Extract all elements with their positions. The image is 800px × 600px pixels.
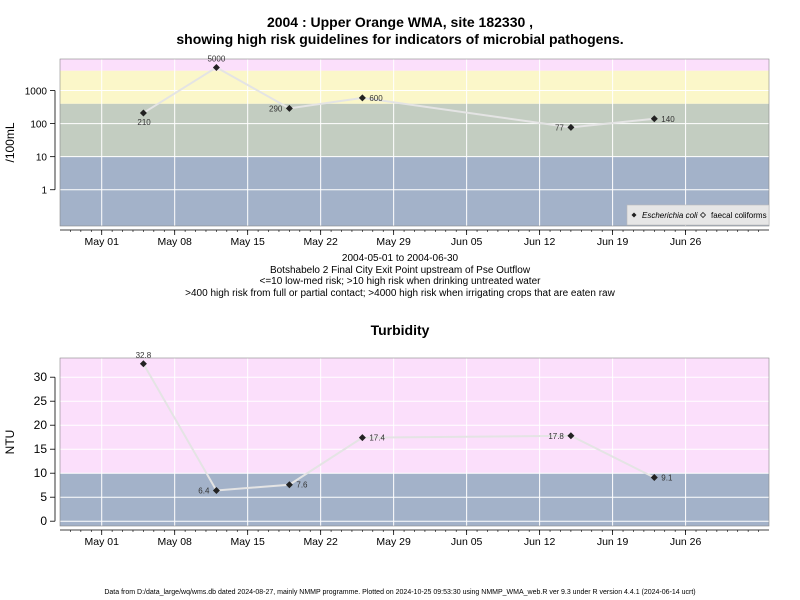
- y-axis-label: NTU: [3, 430, 17, 455]
- y-tick-label: 1000: [25, 87, 48, 98]
- x-tick-label: Jun 05: [451, 536, 483, 548]
- y-tick-label: 20: [34, 418, 48, 432]
- legend-ecoli-marker: [631, 212, 637, 218]
- data-label: 6.4: [198, 486, 210, 495]
- y-tick-label: 5: [40, 490, 47, 504]
- chart-title-line-1: 2004 : Upper Orange WMA, site 182330 ,: [266, 14, 534, 30]
- x-tick-label: May 15: [230, 236, 265, 248]
- y-tick-label: 10: [34, 466, 48, 480]
- data-point: [212, 63, 220, 71]
- plot-frame: [59, 58, 770, 227]
- y-tick-label: 25: [34, 394, 48, 408]
- data-label: 9.1: [661, 474, 673, 483]
- y-tick-label: 15: [34, 442, 48, 456]
- x-tick-label: May 29: [376, 536, 411, 548]
- x-tick-label: May 15: [230, 536, 265, 548]
- microbial-chart: May 01 May 08 May 15 May 22 May 29 Jun 05 Jun …: [3, 54, 770, 248]
- data-label: 210: [137, 118, 151, 127]
- y-tick-label: 30: [34, 370, 48, 384]
- x-tick-label: Jun 12: [524, 536, 556, 548]
- data-point: [650, 474, 658, 482]
- data-point: [358, 434, 366, 442]
- data-point: [567, 432, 575, 440]
- data-label: 5000: [207, 54, 225, 63]
- data-point: [650, 115, 658, 123]
- y-tick-label: 10: [36, 153, 48, 164]
- footer-note: Data from D:/data_large/wq/wms.db dated …: [104, 589, 696, 596]
- data-label: 77: [555, 123, 564, 132]
- data-point: [358, 94, 366, 102]
- data-label: 7.6: [296, 481, 308, 490]
- y-tick-label: 0: [40, 514, 47, 528]
- x-tick-label: Jun 26: [670, 536, 702, 548]
- caption: 2004-05-01 to 2004-06-30 Botshabelo 2 Fi…: [0, 253, 800, 299]
- risk-band-1: [60, 103, 769, 157]
- series-line: [142, 66, 655, 129]
- caption-guideline-contact: >400 high risk from full or partial cont…: [185, 287, 615, 299]
- data-point: [139, 109, 147, 117]
- risk-band-3: [60, 59, 769, 71]
- x-tick-label: May 01: [84, 236, 119, 248]
- legend-box: [626, 204, 770, 226]
- data-point: [567, 123, 575, 131]
- risk-band-0: [60, 473, 769, 526]
- x-tick-label: May 22: [303, 236, 338, 248]
- x-tick-label: May 29: [376, 236, 411, 248]
- data-point: [139, 360, 147, 368]
- x-tick-label: Jun 12: [524, 236, 556, 248]
- caption-site: Botshabelo 2 Final City Exit Point upstr…: [269, 264, 531, 276]
- risk-band-2: [60, 70, 769, 104]
- caption-date-range: 2004-05-01 to 2004-06-30: [341, 253, 459, 264]
- y-axis-label: /100mL: [3, 122, 17, 162]
- x-tick-label: Jun 05: [451, 236, 483, 248]
- data-label: 17.4: [369, 434, 385, 443]
- x-tick-label: May 08: [157, 536, 192, 548]
- x-tick-label: May 22: [303, 536, 338, 548]
- data-label: 32.8: [136, 351, 152, 360]
- x-tick-label: May 08: [157, 236, 192, 248]
- x-tick-label: Jun 19: [597, 236, 629, 248]
- data-label: 140: [661, 115, 675, 124]
- risk-band-1: [60, 358, 769, 474]
- chart-title-line-2: showing high risk guidelines for indicat…: [176, 31, 624, 47]
- data-point: [285, 481, 293, 489]
- legend-ecoli-label: Escherichia coli: [642, 211, 698, 220]
- data-label: 17.8: [548, 432, 564, 441]
- data-label: 600: [369, 94, 383, 103]
- legend-fc-marker: [699, 211, 707, 219]
- y-tick-label: 100: [30, 120, 47, 131]
- caption-guideline-drinking: <=10 low-med risk; >10 high risk when dr…: [259, 276, 541, 287]
- data-label: 290: [269, 104, 283, 113]
- data-point: [212, 486, 220, 494]
- x-tick-label: May 01: [84, 536, 119, 548]
- plot-frame: [59, 357, 770, 527]
- data-point: [285, 104, 293, 112]
- x-tick-label: Jun 19: [597, 536, 629, 548]
- legend-fc-label: faecal coliforms: [711, 211, 767, 220]
- y-tick-label: 1: [41, 186, 47, 197]
- x-tick-label: Jun 26: [670, 236, 702, 248]
- series-line: [142, 363, 655, 492]
- turbidity-title: Turbidity: [370, 322, 430, 338]
